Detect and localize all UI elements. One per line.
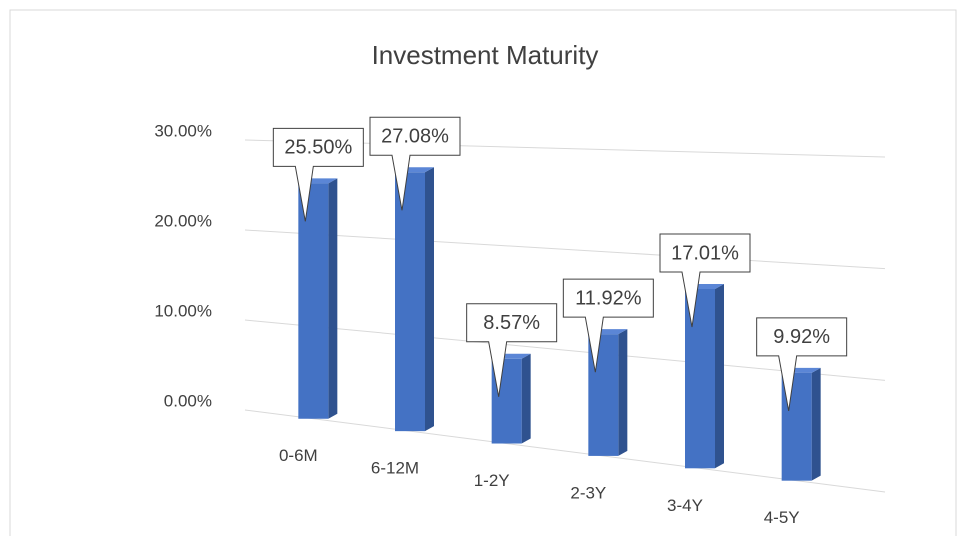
grid-line	[244, 319, 886, 381]
bar	[685, 289, 715, 469]
x-tick-label: 3-4Y	[667, 496, 703, 515]
callout	[466, 303, 558, 397]
callout	[272, 127, 364, 222]
bar	[395, 172, 425, 432]
callout	[756, 317, 848, 411]
callout	[562, 278, 654, 373]
bar-side	[618, 329, 628, 456]
grid-line	[244, 409, 886, 493]
data-label: 27.08%	[381, 126, 449, 148]
data-label: 25.50%	[284, 137, 352, 159]
data-label: 11.92%	[575, 287, 642, 309]
x-tick-label: 0-6M	[279, 446, 318, 465]
chart-title: Investment Maturity	[372, 40, 599, 70]
y-tick-label: 0.00%	[164, 391, 212, 410]
bar-side	[425, 167, 434, 432]
x-tick-label: 1-2Y	[474, 471, 510, 490]
x-tick-label: 6-12M	[371, 459, 419, 478]
y-tick-label: 30.00%	[154, 121, 212, 140]
data-label: 8.57%	[483, 312, 540, 334]
y-tick-label: 10.00%	[154, 301, 212, 320]
bar	[298, 183, 329, 419]
grid-line	[244, 229, 886, 270]
bar-side	[811, 367, 821, 481]
x-tick-label: 2-3Y	[570, 483, 606, 502]
callout	[369, 116, 461, 211]
callout	[659, 233, 751, 328]
data-label: 9.92%	[773, 326, 830, 348]
bar-side	[328, 178, 338, 419]
data-label: 17.01%	[671, 242, 739, 264]
bar-side	[521, 353, 531, 444]
x-tick-label: 4-5Y	[764, 508, 800, 527]
bar-side	[715, 284, 724, 469]
y-tick-label: 20.00%	[154, 211, 212, 230]
